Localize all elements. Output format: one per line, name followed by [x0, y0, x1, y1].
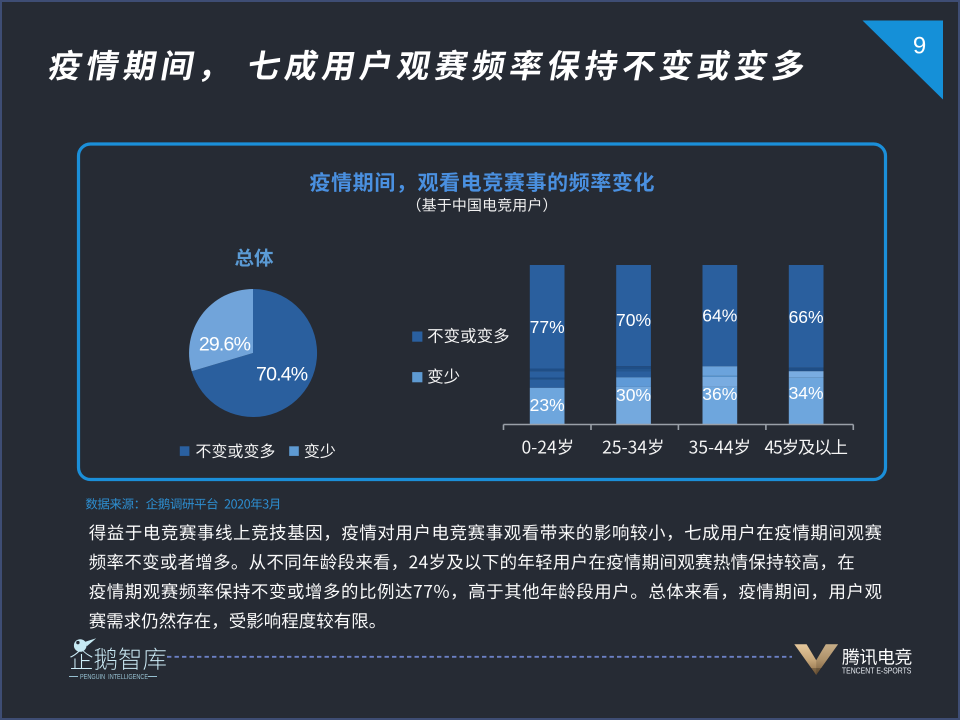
svg-text:30%: 30%: [616, 385, 651, 405]
svg-text:TENCENT E-SPORTS: TENCENT E-SPORTS: [842, 667, 912, 676]
svg-text:66%: 66%: [789, 307, 824, 327]
svg-text:36%: 36%: [702, 384, 737, 404]
svg-text:70%: 70%: [616, 310, 651, 330]
svg-text:70.4%: 70.4%: [256, 364, 308, 386]
svg-text:77%: 77%: [530, 317, 565, 337]
svg-text:29.6%: 29.6%: [199, 334, 251, 356]
svg-text:PENGUIN INTELLIGENCE: PENGUIN INTELLIGENCE: [80, 672, 148, 681]
svg-text:9: 9: [913, 33, 926, 60]
svg-text:34%: 34%: [789, 383, 824, 403]
svg-text:64%: 64%: [702, 305, 737, 325]
svg-text:23%: 23%: [530, 395, 565, 415]
